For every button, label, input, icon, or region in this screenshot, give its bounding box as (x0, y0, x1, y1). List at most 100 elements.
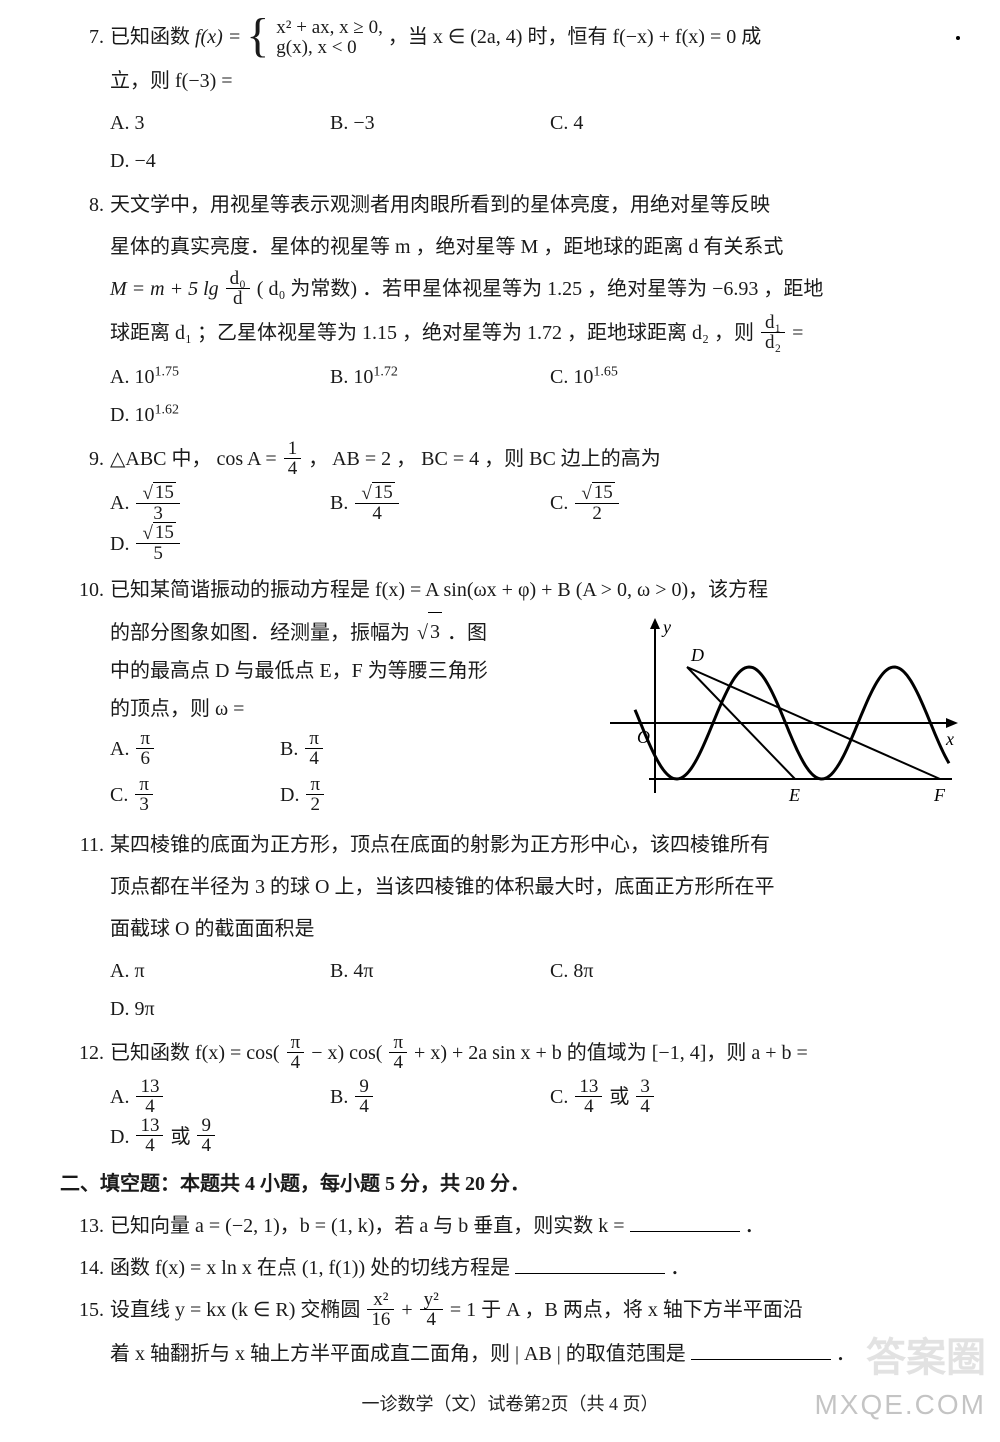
d: 4 (287, 1053, 305, 1072)
lbl: C. (110, 784, 133, 806)
sine-figure-svg: yxODEF (600, 613, 960, 803)
lbl: B. (330, 492, 353, 514)
d: 16 (367, 1310, 394, 1329)
t: ．图 (447, 622, 487, 644)
opt-D: D. 15 5 (110, 525, 330, 565)
opt-D: D. −4 (110, 142, 330, 180)
or: 或 (165, 1126, 195, 1148)
opt-C: C. 4 (550, 104, 770, 142)
n: 3 (636, 1077, 654, 1097)
opt-D: D. 9π (110, 990, 330, 1028)
qnum: 14. (60, 1249, 110, 1287)
frac: π6 (136, 729, 154, 768)
qnum: 15. (60, 1291, 110, 1329)
opt-C: C. 134 或 34 (550, 1078, 770, 1118)
d: 4 (420, 1310, 443, 1329)
q8-l4: 球距离 d₁ ；乙星体视星等为 1.15 ，绝对星等为 1.72 ，距地球距离 … (60, 314, 960, 354)
t: 已知向量 a = (−2, 1)，b = (1, k)，若 a 与 b 垂直，则… (110, 1215, 630, 1237)
exp: 1.62 (154, 403, 179, 418)
lbl: A. (110, 1086, 134, 1108)
n: π (306, 775, 324, 795)
den: 3 (136, 504, 179, 523)
opt-B: B. 101.72 (330, 358, 550, 396)
fill-blank (691, 1339, 831, 1360)
q7-opts: A. 3 B. −3 C. 4 D. −4 (60, 104, 960, 180)
d: 4 (355, 1097, 373, 1116)
q12-opts: A. 134 B. 94 C. 134 或 34 D. 134 或 94 (60, 1078, 960, 1158)
d: 2 (306, 795, 324, 814)
t: = 1 于 A ，B 两点，将 x 轴下方半平面沿 (450, 1299, 803, 1321)
fx: f(x) = (195, 26, 246, 48)
qbody: 已知某简谐振动的振动方程是 f(x) = A sin(ωx + φ) + B (… (110, 571, 960, 609)
frac: π3 (135, 775, 153, 814)
pw-line1: x² + ax, x ≥ 0, (276, 18, 383, 38)
d: 4 (305, 749, 323, 768)
n: π (136, 729, 154, 749)
frac: π4 (305, 729, 323, 768)
opt-B: B. 94 (330, 1078, 550, 1118)
t: 着 x 轴翻折与 x 轴上方半平面成直二面角，则 | AB | 的取值范围是 (110, 1343, 686, 1365)
text: △ABC 中， cos A = (110, 448, 282, 470)
frac-d1d2: d₁ d₂ (761, 313, 785, 352)
qbody: 已知函数 f(x) = cos( π4 − x) cos( π4 + x) + … (110, 1034, 960, 1074)
sqrt-icon: 15 (579, 483, 614, 503)
n: 9 (197, 1116, 215, 1136)
n: 13 (136, 1116, 163, 1136)
opt-D: D. π2 (280, 776, 450, 816)
n: π (389, 1033, 407, 1053)
lbl: A. (110, 738, 134, 760)
exp: 1.75 (154, 365, 179, 380)
n: y² (420, 1290, 443, 1310)
d: 4 (389, 1053, 407, 1072)
exam-page: 7. 已知函数 f(x) = { x² + ax, x ≥ 0, g(x), x… (0, 0, 1000, 1442)
fill-blank (630, 1211, 740, 1232)
n: 13 (136, 1077, 163, 1097)
qnum: 8. (60, 186, 110, 224)
frac: x²16 (367, 1290, 394, 1329)
rad: 15 (153, 522, 176, 542)
t: + (401, 1299, 417, 1321)
frac: 134 (136, 1077, 163, 1116)
qbody: 已知函数 f(x) = { x² + ax, x ≥ 0, g(x), x < … (110, 18, 960, 58)
d: 4 (136, 1136, 163, 1155)
den: d (226, 289, 250, 308)
frac: 34 (636, 1077, 654, 1116)
d: 4 (636, 1097, 654, 1116)
frac: π4 (389, 1033, 407, 1072)
exp: 1.65 (593, 365, 618, 380)
qbody: 设直线 y = kx (k ∈ R) 交椭圆 x²16 + y²4 = 1 于 … (110, 1291, 960, 1331)
question-14: 14. 函数 f(x) = x ln x 在点 (1, f(1)) 处的切线方程… (60, 1249, 960, 1287)
t: ． (670, 1257, 690, 1279)
question-7: 7. 已知函数 f(x) = { x² + ax, x ≥ 0, g(x), x… (60, 18, 960, 58)
den: 4 (284, 459, 302, 478)
d: 4 (575, 1097, 602, 1116)
lbl: C. (550, 1086, 573, 1108)
n: π (287, 1033, 305, 1053)
lbl: C. (550, 492, 573, 514)
lbl: B. 10 (330, 366, 373, 388)
text: ，当 x ∈ (2a, 4) 时，恒有 f(−x) + f(x) = 0 成 (388, 26, 761, 48)
lbl: D. (110, 533, 134, 555)
t: ． (745, 1215, 765, 1237)
qnum: 13. (60, 1207, 110, 1245)
sqrt-icon: 15 (140, 483, 175, 503)
n: 9 (355, 1077, 373, 1097)
rad: 15 (592, 482, 615, 502)
d: 3 (135, 795, 153, 814)
den: 5 (136, 544, 179, 563)
d: 4 (136, 1097, 163, 1116)
t: ． (836, 1343, 856, 1365)
opt-A: A. 101.75 (110, 358, 330, 396)
text: = (792, 322, 803, 344)
line: 的部分图象如图．经测量，振幅为 3 ．图 (110, 613, 590, 652)
qnum: 12. (60, 1034, 110, 1072)
q10-figure: yxODEF (600, 613, 960, 822)
text: 球距离 d₁ ；乙星体视星等为 1.15 ，绝对星等为 1.72 ，距地球距离 … (110, 322, 759, 344)
lbl: D. 10 (110, 404, 154, 426)
n: π (135, 775, 153, 795)
t: 函数 f(x) = x ln x 在点 (1, f(1)) 处的切线方程是 (110, 1257, 510, 1279)
opt-B: B. π4 (280, 730, 450, 770)
d: 6 (136, 749, 154, 768)
num: 15 (355, 483, 398, 504)
q10-opts-row2: C. π3 D. π2 (110, 776, 590, 816)
